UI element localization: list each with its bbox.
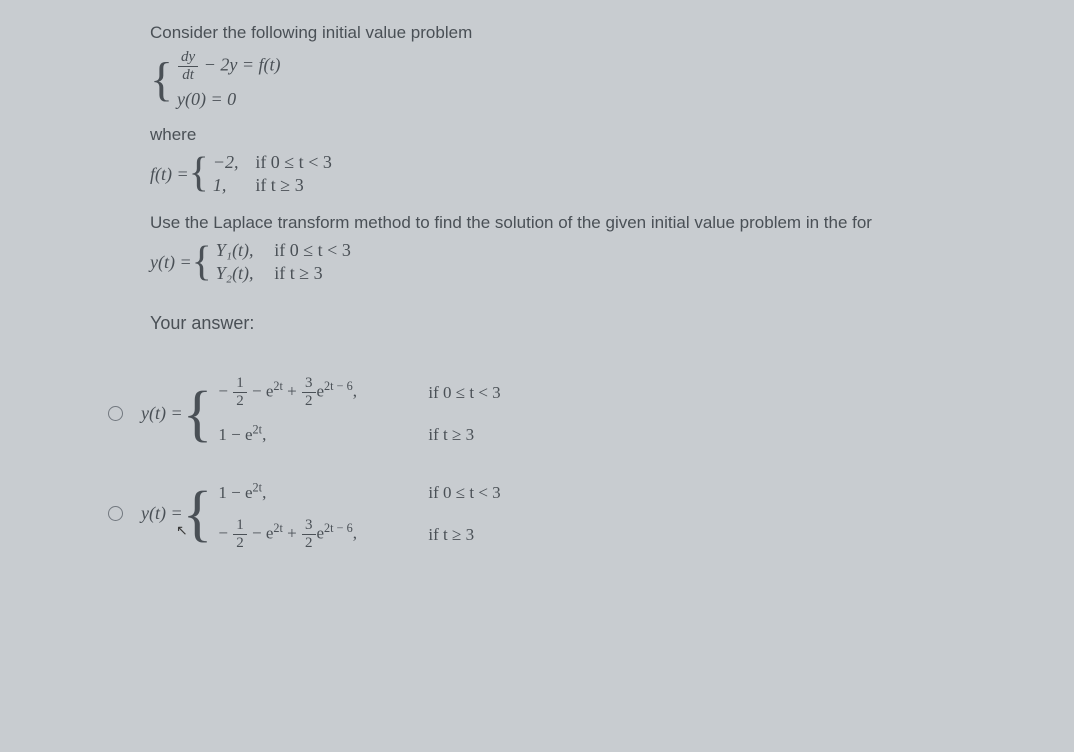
option-a-row1-expr: − 12 − e2t + 32e2t − 6,	[218, 376, 428, 409]
option-a-body: y(t) = { − 12 − e2t + 32e2t − 6, if 0 ≤ …	[141, 378, 501, 450]
brace-icon: {	[192, 248, 212, 277]
option-a-expr-col: − 12 − e2t + 32e2t − 6, if 0 ≤ t < 3 1 −…	[218, 378, 500, 450]
option-b-row1-cond: if 0 ≤ t < 3	[428, 483, 500, 503]
answer-section: Your answer: y(t) = { − 12 − e2t + 32e2t…	[150, 312, 1074, 549]
y-lhs: y(t) =	[150, 252, 192, 273]
f-row1: −2, if 0 ≤ t < 3	[213, 152, 332, 173]
fraction-dy-dt: dy dt	[178, 50, 198, 83]
option-a-lhs: y(t) =	[141, 403, 183, 424]
y-form: y(t) = { Y₁(t), if 0 ≤ t < 3 Y₂(t), if t…	[150, 240, 1074, 284]
problem-intro: Consider the following initial value pro…	[150, 22, 1074, 44]
y-rows: Y₁(t), if 0 ≤ t < 3 Y₂(t), if t ≥ 3	[216, 240, 351, 284]
option-b-row1: 1 − e2t, if 0 ≤ t < 3	[218, 478, 500, 508]
y-row2: Y₂(t), if t ≥ 3	[216, 263, 351, 284]
option-b-row2-cond: if t ≥ 3	[428, 525, 474, 545]
option-a-row1: − 12 − e2t + 32e2t − 6, if 0 ≤ t < 3	[218, 378, 500, 408]
option-a-row2-cond: if t ≥ 3	[428, 425, 474, 445]
brace-icon: {	[150, 63, 173, 97]
answer-option-b[interactable]: y(t) = { 1 − e2t, if 0 ≤ t < 3 − 12 − e2…	[150, 478, 1074, 550]
problem-page: Consider the following initial value pro…	[0, 0, 1074, 550]
option-b-body: y(t) = { 1 − e2t, if 0 ≤ t < 3 − 12 − e2…	[141, 478, 501, 550]
radio-icon[interactable]	[108, 406, 123, 421]
brace-icon: {	[183, 394, 213, 434]
f-rows: −2, if 0 ≤ t < 3 1, if t ≥ 3	[213, 152, 332, 196]
option-a-row1-cond: if 0 ≤ t < 3	[428, 383, 500, 403]
cursor-icon: ↖	[176, 522, 188, 539]
radio-icon[interactable]	[108, 506, 123, 521]
option-b-row2: − 12 − e2t + 32e2t − 6, if t ≥ 3	[218, 520, 500, 550]
ivp-eq2: y(0) = 0	[177, 89, 280, 110]
option-a-row2: 1 − e2t, if t ≥ 3	[218, 420, 500, 450]
option-b-row1-expr: 1 − e2t,	[218, 483, 428, 503]
f-row2: 1, if t ≥ 3	[213, 175, 332, 196]
option-b-row2-expr: − 12 − e2t + 32e2t − 6,	[218, 518, 428, 551]
ivp-system: { dy dt − 2y = f(t) y(0) = 0	[150, 50, 1074, 110]
where-label: where	[150, 124, 1074, 146]
ivp-rows: dy dt − 2y = f(t) y(0) = 0	[177, 50, 280, 110]
instruction-text: Use the Laplace transform method to find…	[150, 212, 1074, 234]
option-a-row2-expr: 1 − e2t,	[218, 425, 428, 445]
option-b-expr-col: 1 − e2t, if 0 ≤ t < 3 − 12 − e2t + 32e2t…	[218, 478, 500, 550]
brace-icon: {	[189, 159, 209, 188]
f-definition: f(t) = { −2, if 0 ≤ t < 3 1, if t ≥ 3	[150, 152, 1074, 196]
y-row1: Y₁(t), if 0 ≤ t < 3	[216, 240, 351, 261]
answer-option-a[interactable]: y(t) = { − 12 − e2t + 32e2t − 6, if 0 ≤ …	[150, 378, 1074, 450]
f-lhs: f(t) =	[150, 164, 189, 185]
answer-heading: Your answer:	[150, 312, 1074, 335]
ivp-eq1: dy dt − 2y = f(t)	[177, 50, 280, 83]
